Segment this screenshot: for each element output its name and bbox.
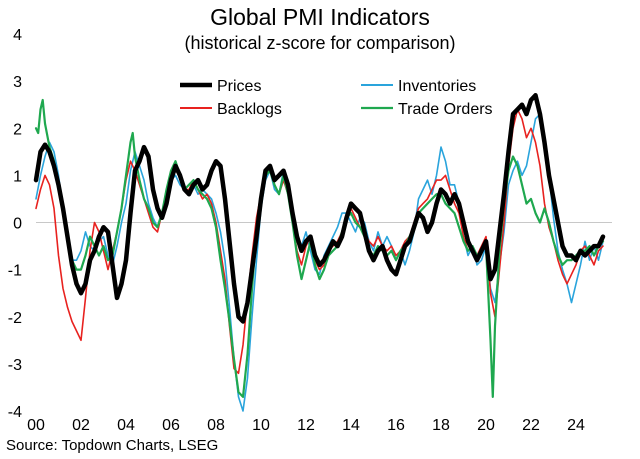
x-tick-label: 02 [72, 417, 90, 434]
source-note: Source: Topdown Charts, LSEG [6, 437, 219, 454]
legend-label-trade-orders: Trade Orders [398, 101, 493, 118]
x-tick-label: 04 [117, 417, 135, 434]
x-tick-label: 20 [477, 417, 495, 434]
y-tick-label: 1 [13, 168, 22, 185]
x-tick-label: 08 [207, 417, 225, 434]
chart-title: Global PMI Indicators [210, 4, 430, 30]
y-tick-label: 4 [13, 27, 22, 44]
y-tick-label: 3 [13, 74, 22, 91]
x-tick-label: 12 [297, 417, 315, 434]
y-tick-label: -4 [8, 404, 22, 421]
y-tick-label: 2 [13, 121, 22, 138]
y-tick-label: -1 [8, 263, 22, 280]
chart-subtitle: (historical z-score for comparison) [184, 33, 456, 53]
series-line-prices [33, 93, 606, 324]
x-tick-label: 16 [387, 417, 405, 434]
x-tick-label: 00 [27, 417, 45, 434]
y-tick-label: -2 [8, 310, 22, 327]
x-tick-label: 24 [567, 417, 585, 434]
series-line-trade-orders [34, 98, 605, 398]
x-tick-label: 14 [342, 417, 360, 434]
x-tick-label: 18 [432, 417, 450, 434]
legend-label-prices: Prices [217, 78, 261, 95]
legend-label-inventories: Inventories [398, 78, 476, 95]
series-line-backlogs [35, 108, 604, 375]
legend-label-backlogs: Backlogs [217, 101, 282, 118]
x-tick-label: 06 [162, 417, 180, 434]
y-tick-label: -3 [8, 357, 22, 374]
series-line-inventories [35, 113, 604, 412]
y-tick-label: 0 [13, 216, 22, 233]
x-tick-label: 22 [522, 417, 540, 434]
x-tick-label: 10 [252, 417, 270, 434]
